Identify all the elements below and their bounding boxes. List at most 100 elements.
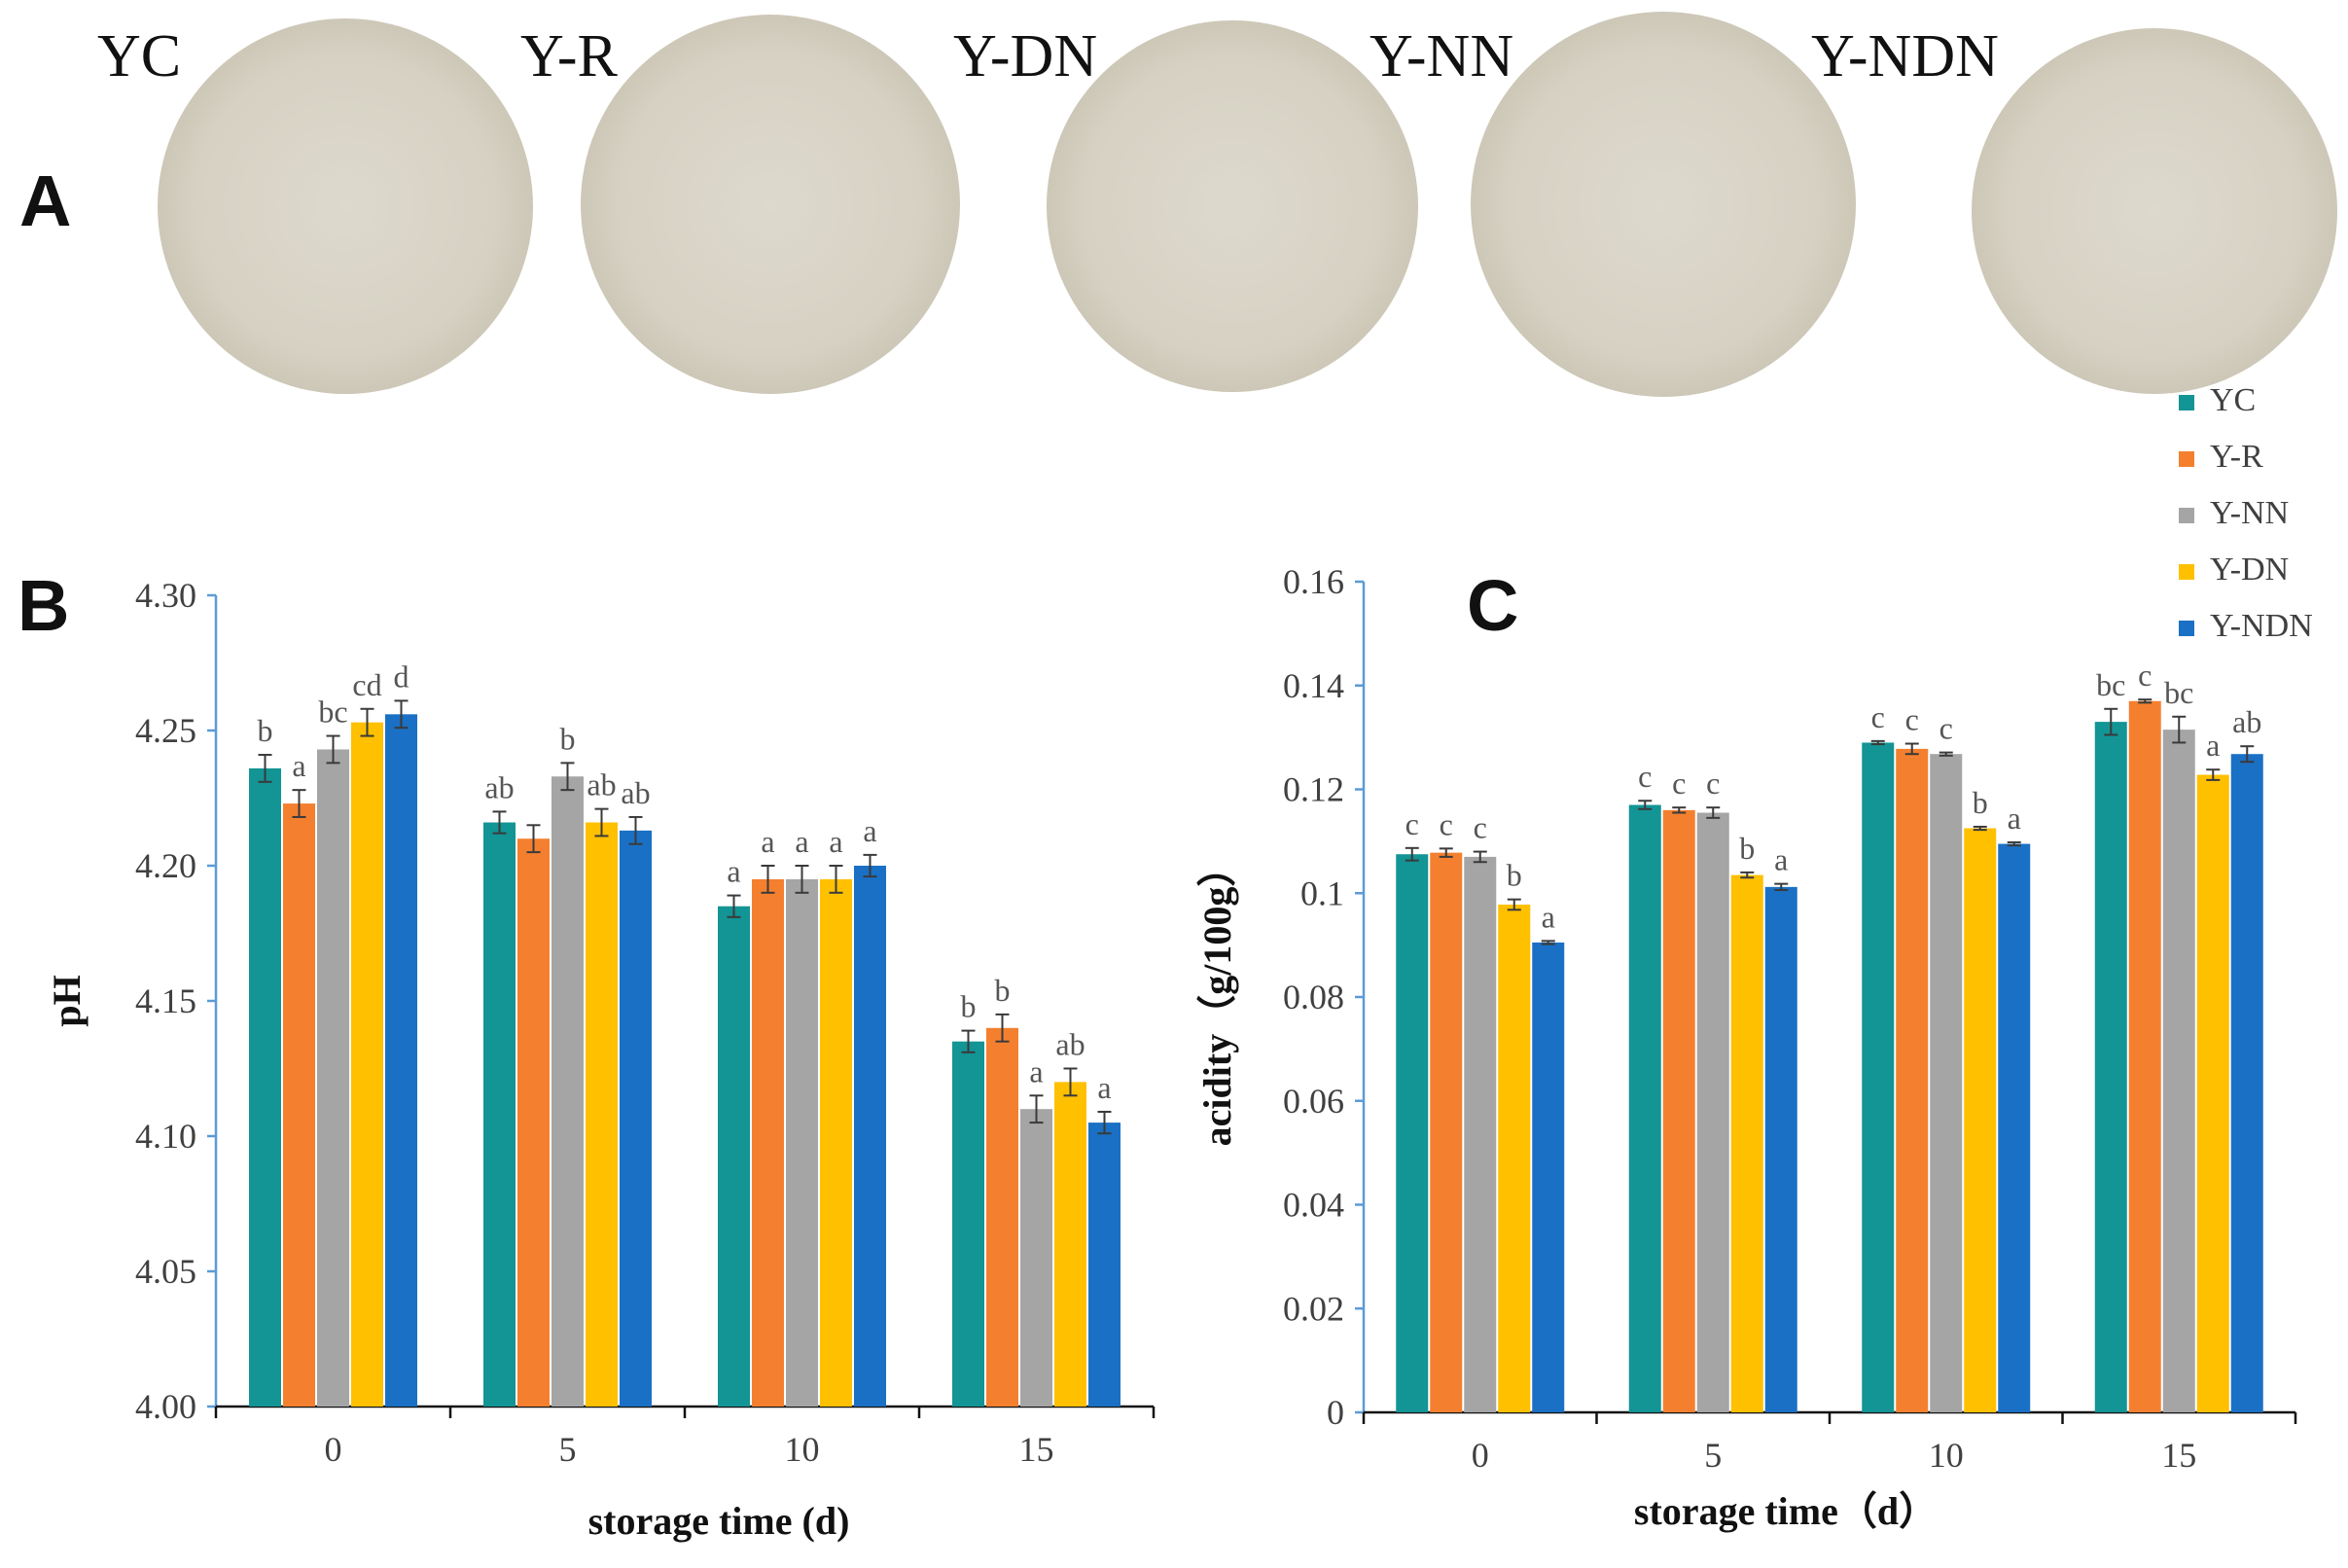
legend-swatch — [2179, 508, 2194, 523]
x-tick-label: 10 — [785, 1430, 820, 1469]
significance-letter: c — [1405, 806, 1419, 841]
significance-letter: ab — [484, 769, 514, 804]
bar-yc-10 — [1862, 742, 1895, 1412]
yogurt-plate-y-dn — [1047, 20, 1418, 392]
y-axis-title: pH — [45, 975, 89, 1026]
sample-label-y-r: Y-R — [520, 23, 619, 89]
bar-y-ndn-5 — [1764, 886, 1797, 1412]
significance-letter: ab — [2232, 704, 2261, 739]
bar-y-dn-15 — [1054, 1082, 1086, 1407]
bar-y-nn-10 — [1930, 754, 1963, 1412]
panel-a-letter: A — [19, 160, 71, 241]
x-tick-label: 0 — [1472, 1436, 1489, 1475]
y-tick-label: 0 — [1327, 1393, 1344, 1432]
bar-y-dn-0 — [351, 722, 383, 1407]
legend-label: Y-NDN — [2210, 608, 2313, 644]
legend-label: YC — [2210, 382, 2256, 418]
x-tick-label: 0 — [325, 1430, 342, 1469]
bar-y-dn-10 — [820, 878, 852, 1407]
significance-letter: a — [727, 854, 740, 889]
bar-y-ndn-0 — [1532, 942, 1565, 1412]
y-tick-label: 4.25 — [135, 711, 196, 750]
significance-letter: c — [1871, 699, 1885, 734]
significance-letter: a — [2206, 728, 2220, 763]
sample-label-y-dn: Y-DN — [953, 23, 1097, 89]
bar-y-dn-15 — [2196, 774, 2229, 1412]
y-tick-label: 4.20 — [135, 846, 196, 885]
significance-letter: c — [1905, 702, 1919, 737]
sample-labels: YC Y-R Y-DN Y-NN Y-NDN — [97, 23, 1999, 89]
bar-y-ndn-15 — [2230, 754, 2263, 1412]
significance-letter: a — [292, 748, 305, 783]
sample-label-y-nn: Y-NN — [1370, 23, 1513, 89]
bar-y-ndn-0 — [385, 714, 417, 1407]
legend-swatch — [2179, 451, 2194, 467]
significance-letter: c — [1672, 766, 1686, 801]
x-tick-label: 15 — [1019, 1430, 1054, 1469]
yogurt-plate-y-nn — [1471, 12, 1856, 397]
significance-letter: cd — [352, 667, 381, 702]
bar-yc-0 — [1396, 854, 1429, 1412]
y-tick-label: 0.02 — [1283, 1289, 1344, 1328]
significance-letter: c — [1638, 759, 1652, 794]
bar-yc-5 — [483, 822, 516, 1407]
bar-y-nn-15 — [2162, 730, 2195, 1412]
significance-letter: b — [258, 713, 273, 748]
significance-letter: c — [1474, 810, 1487, 845]
bar-y-r-0 — [1430, 852, 1463, 1412]
ph-chart: 4.004.054.104.154.204.254.300 5 10 15bababa… — [45, 576, 1156, 1543]
x-tick-label: 10 — [1929, 1436, 1964, 1475]
legend-label: Y-R — [2210, 439, 2263, 475]
legend-swatch — [2179, 564, 2194, 580]
significance-letter: a — [795, 824, 808, 859]
yogurt-plate-yc — [158, 18, 533, 394]
bar-y-dn-5 — [586, 822, 618, 1407]
x-tick-label: 5 — [559, 1430, 577, 1469]
significance-letter: b — [1739, 831, 1755, 866]
significance-letter: b — [995, 973, 1011, 1008]
y-tick-label: 0.12 — [1283, 770, 1344, 809]
significance-letter: c — [2138, 658, 2152, 693]
bar-y-r-10 — [1896, 748, 1929, 1412]
x-tick-label: 15 — [2161, 1436, 2196, 1475]
bar-y-r-10 — [752, 878, 784, 1407]
significance-letter: d — [394, 659, 409, 694]
sample-label-yc: YC — [97, 23, 181, 89]
yogurt-plate-y-ndn — [1972, 28, 2337, 394]
bar-yc-0 — [249, 767, 281, 1407]
bar-yc-5 — [1628, 804, 1661, 1412]
y-tick-label: 0.06 — [1283, 1082, 1344, 1121]
significance-letter: ab — [587, 767, 616, 802]
significance-letter: b — [560, 721, 576, 756]
significance-letter: c — [1440, 806, 1453, 841]
y-tick-label: 4.15 — [135, 981, 196, 1020]
bar-y-nn-5 — [1696, 812, 1729, 1412]
bar-y-r-15 — [986, 1027, 1018, 1407]
legend-swatch — [2179, 621, 2194, 636]
bar-y-ndn-5 — [620, 830, 652, 1407]
legend-label: Y-DN — [2210, 552, 2289, 588]
significance-letter: b — [961, 989, 977, 1024]
bar-y-ndn-10 — [854, 866, 886, 1407]
bar-y-r-5 — [517, 838, 550, 1407]
y-axis-title: acidity（g/100g） — [1195, 848, 1239, 1147]
y-tick-label: 0.08 — [1283, 978, 1344, 1016]
y-tick-label: 4.05 — [135, 1252, 196, 1291]
bar-y-ndn-10 — [1998, 843, 2031, 1412]
significance-letter: ab — [621, 775, 650, 810]
significance-letter: b — [1973, 785, 1988, 820]
bar-y-nn-10 — [786, 878, 818, 1407]
bar-y-nn-0 — [1464, 856, 1497, 1412]
legend-swatch — [2179, 395, 2194, 410]
bar-y-nn-0 — [317, 749, 349, 1407]
significance-letter: bc — [2096, 667, 2125, 702]
y-tick-label: 4.00 — [135, 1387, 196, 1426]
bar-yc-10 — [718, 906, 750, 1407]
y-tick-label: 0.1 — [1300, 873, 1344, 912]
bar-y-r-15 — [2128, 700, 2161, 1412]
bar-y-nn-15 — [1020, 1109, 1052, 1407]
bar-y-r-0 — [283, 803, 315, 1407]
bar-y-nn-5 — [551, 776, 584, 1407]
x-axis-title: storage time (d) — [588, 1499, 850, 1543]
